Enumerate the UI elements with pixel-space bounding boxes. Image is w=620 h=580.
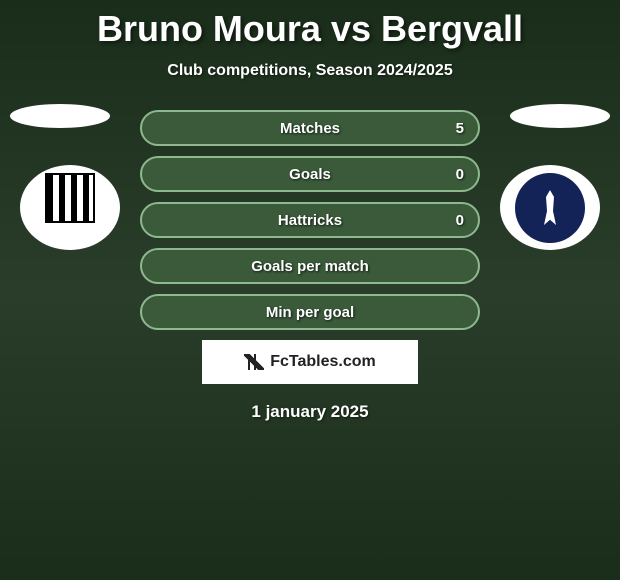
subtitle: Club competitions, Season 2024/2025 bbox=[0, 62, 620, 80]
stat-label: Hattricks bbox=[278, 212, 342, 229]
stats-container: Matches 5 Goals 0 Hattricks 0 Goals per … bbox=[140, 110, 480, 330]
right-club-crest bbox=[500, 165, 600, 250]
stat-label: Min per goal bbox=[266, 304, 354, 321]
newcastle-icon bbox=[35, 173, 105, 243]
comparison-content: Matches 5 Goals 0 Hattricks 0 Goals per … bbox=[0, 110, 620, 422]
brand-badge[interactable]: FcTables.com bbox=[202, 340, 418, 384]
tottenham-icon bbox=[515, 173, 585, 243]
stat-label: Goals bbox=[289, 166, 331, 183]
stat-label: Goals per match bbox=[251, 258, 369, 275]
left-club-crest bbox=[20, 165, 120, 250]
stat-value: 0 bbox=[456, 166, 464, 183]
stat-row-min-per-goal: Min per goal bbox=[140, 294, 480, 330]
right-badge-placeholder bbox=[510, 104, 610, 128]
stat-value: 5 bbox=[456, 120, 464, 137]
date-label: 1 january 2025 bbox=[0, 402, 620, 422]
left-badge-placeholder bbox=[10, 104, 110, 128]
stat-row-hattricks: Hattricks 0 bbox=[140, 202, 480, 238]
stat-value: 0 bbox=[456, 212, 464, 229]
stat-label: Matches bbox=[280, 120, 340, 137]
stat-row-goals: Goals 0 bbox=[140, 156, 480, 192]
page-title: Bruno Moura vs Bergvall bbox=[0, 0, 620, 50]
stat-row-matches: Matches 5 bbox=[140, 110, 480, 146]
stat-row-goals-per-match: Goals per match bbox=[140, 248, 480, 284]
brand-label: FcTables.com bbox=[270, 353, 376, 371]
